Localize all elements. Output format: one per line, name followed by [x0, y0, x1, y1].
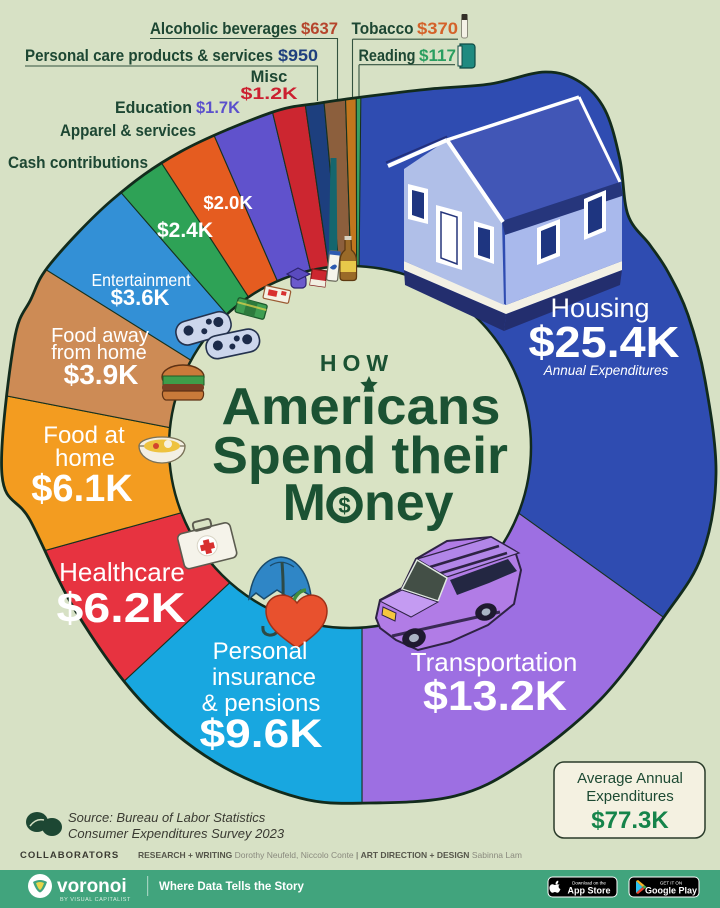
- svg-text:Cash contributions: Cash contributions: [8, 153, 148, 172]
- svg-text:Where Data Tells the Story: Where Data Tells the Story: [159, 881, 304, 893]
- svg-text:Healthcare: Healthcare: [59, 557, 185, 587]
- svg-text:BY VISUAL CAPITALIST: BY VISUAL CAPITALIST: [60, 897, 131, 903]
- svg-text:voronoi: voronoi: [57, 876, 127, 897]
- svg-text:GET IT ON: GET IT ON: [660, 881, 682, 886]
- svg-text:from home: from home: [51, 342, 147, 364]
- svg-text:Personal care products & servi: Personal care products & services: [25, 47, 273, 65]
- svg-text:M: M: [283, 474, 326, 532]
- svg-text:Education: Education: [115, 99, 192, 117]
- svg-text:$: $: [338, 493, 350, 518]
- svg-text:Google Play: Google Play: [645, 886, 697, 896]
- svg-text:RESEARCH + WRITING Dorothy Neu: RESEARCH + WRITING Dorothy Neufeld, Nicc…: [138, 850, 522, 860]
- svg-text:Apparel & services: Apparel & services: [60, 121, 196, 140]
- svg-text:Spend their: Spend their: [212, 427, 508, 485]
- svg-text:ney: ney: [364, 474, 454, 532]
- svg-text:$3.6K: $3.6K: [111, 285, 170, 310]
- svg-text:Americans: Americans: [222, 378, 501, 436]
- svg-text:Consumer Expenditures Survey 2: Consumer Expenditures Survey 2023: [68, 826, 285, 841]
- svg-text:Transportation: Transportation: [411, 647, 578, 677]
- svg-text:$6.1K: $6.1K: [31, 468, 133, 510]
- svg-text:$117: $117: [419, 47, 456, 65]
- svg-text:$25.4K: $25.4K: [529, 318, 680, 367]
- svg-text:Annual Expenditures: Annual Expenditures: [543, 363, 669, 378]
- svg-text:Source: Bureau of Labor Statis: Source: Bureau of Labor Statistics: [68, 810, 266, 825]
- svg-text:Reading: Reading: [359, 47, 416, 65]
- svg-text:$2.4K: $2.4K: [157, 219, 213, 242]
- svg-text:COLLABORATORS: COLLABORATORS: [20, 850, 119, 861]
- svg-text:$3.9K: $3.9K: [64, 359, 139, 390]
- svg-text:Average Annual: Average Annual: [577, 770, 683, 787]
- svg-text:Personal: Personal: [213, 638, 308, 665]
- svg-text:$2.0K: $2.0K: [203, 192, 253, 213]
- svg-text:$637: $637: [301, 20, 338, 38]
- svg-text:$9.6K: $9.6K: [200, 712, 323, 756]
- svg-text:Download on the: Download on the: [572, 881, 606, 886]
- svg-text:App Store: App Store: [567, 886, 610, 896]
- svg-text:& pensions: & pensions: [202, 690, 321, 717]
- svg-text:$6.2K: $6.2K: [57, 584, 186, 631]
- svg-text:Housing: Housing: [550, 293, 649, 323]
- svg-text:HOW: HOW: [320, 350, 394, 376]
- svg-text:insurance: insurance: [212, 664, 316, 691]
- svg-text:Food away: Food away: [51, 325, 149, 347]
- svg-text:$950: $950: [278, 47, 318, 65]
- svg-text:Tobacco: Tobacco: [352, 20, 414, 38]
- svg-text:Alcoholic beverages: Alcoholic beverages: [150, 20, 297, 38]
- svg-text:Entertainment: Entertainment: [92, 270, 191, 290]
- svg-text:$370: $370: [417, 20, 458, 38]
- svg-text:Misc: Misc: [251, 68, 288, 86]
- svg-text:Food at: Food at: [43, 422, 125, 449]
- svg-text:$1.2K: $1.2K: [241, 85, 298, 103]
- svg-text:$77.3K: $77.3K: [591, 807, 669, 834]
- svg-text:home: home: [55, 445, 115, 472]
- svg-text:Expenditures: Expenditures: [586, 788, 674, 805]
- svg-text:$13.2K: $13.2K: [423, 672, 567, 719]
- svg-text:$1.7K: $1.7K: [196, 99, 240, 117]
